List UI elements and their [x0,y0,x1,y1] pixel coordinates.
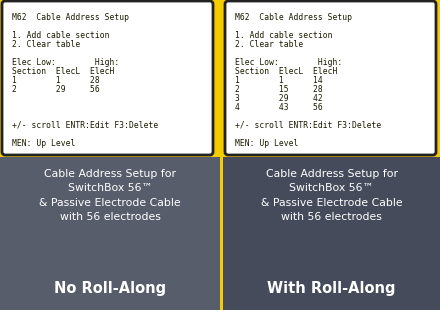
FancyBboxPatch shape [225,1,436,155]
Text: M62  Cable Address Setup: M62 Cable Address Setup [235,13,352,22]
Text: Elec Low:        High:: Elec Low: High: [235,58,342,67]
Text: Cable Address Setup for
SwitchBox 56™
& Passive Electrode Cable
with 56 electrod: Cable Address Setup for SwitchBox 56™ & … [39,169,181,222]
Text: 2. Clear table: 2. Clear table [235,40,303,49]
Text: +/- scroll ENTR:Edit F3:Delete: +/- scroll ENTR:Edit F3:Delete [235,121,381,130]
Text: 3        29     42: 3 29 42 [235,94,323,103]
Text: 1        1      14: 1 1 14 [235,76,323,85]
Text: MEN: Up Level: MEN: Up Level [235,139,298,148]
Text: Cable Address Setup for
SwitchBox 56™
& Passive Electrode Cable
with 56 electrod: Cable Address Setup for SwitchBox 56™ & … [260,169,402,222]
Text: 2        29     56: 2 29 56 [12,85,100,94]
Text: 1        1      28: 1 1 28 [12,76,100,85]
Text: Section  ElecL  ElecH: Section ElecL ElecH [12,67,114,76]
Text: M62  Cable Address Setup: M62 Cable Address Setup [12,13,129,22]
Text: Elec Low:        High:: Elec Low: High: [12,58,119,67]
Text: MEN: Up Level: MEN: Up Level [12,139,75,148]
Text: 1. Add cable section: 1. Add cable section [12,31,110,40]
Text: 2        15     28: 2 15 28 [235,85,323,94]
Bar [0,157,220,310]
Text: No Roll-Along: No Roll-Along [54,281,166,295]
Bar [220,157,223,310]
Text: 1. Add cable section: 1. Add cable section [235,31,333,40]
Text: With Roll-Along: With Roll-Along [267,281,396,295]
Text: 2. Clear table: 2. Clear table [12,40,80,49]
Text: Section  ElecL  ElecH: Section ElecL ElecH [235,67,337,76]
FancyBboxPatch shape [2,1,213,155]
Text: 4        43     56: 4 43 56 [235,103,323,112]
Text: +/- scroll ENTR:Edit F3:Delete: +/- scroll ENTR:Edit F3:Delete [12,121,158,130]
Bar [223,157,440,310]
